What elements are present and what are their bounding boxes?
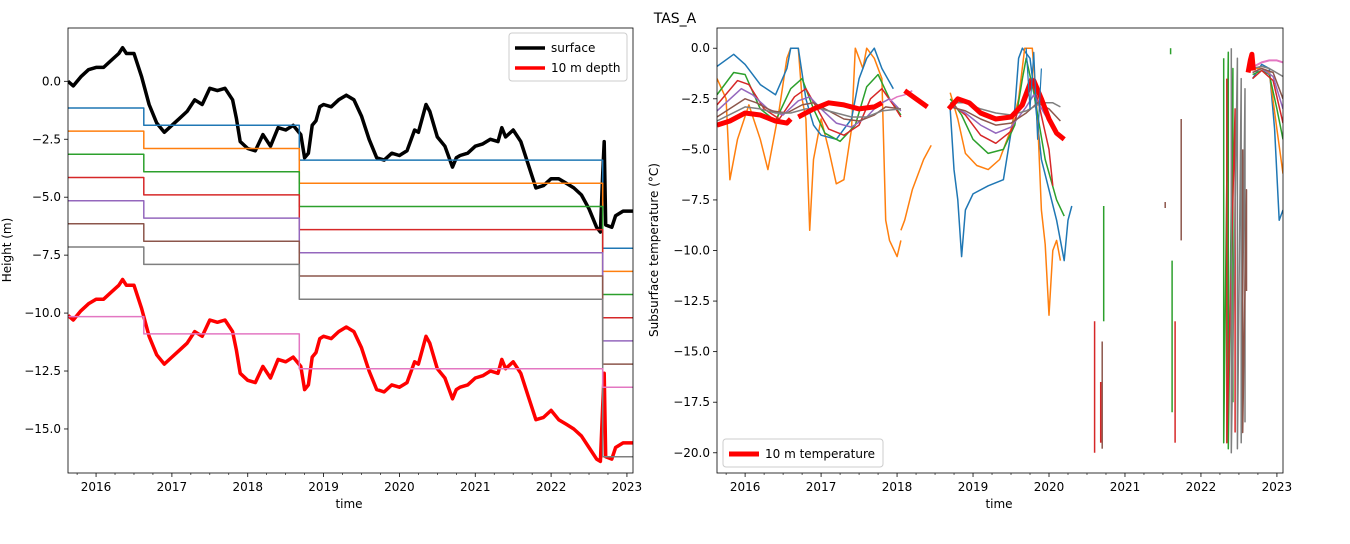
temp-series-line-41 — [1252, 65, 1283, 78]
height-xtick-label-1: 2017 — [157, 480, 188, 494]
temp-series-line-39 — [1252, 67, 1283, 100]
height-series-line-0 — [68, 45, 633, 234]
height-ytick-label-6: −15.0 — [24, 422, 61, 436]
height-series-line-9 — [68, 315, 633, 388]
temp-series-line-15 — [949, 77, 1054, 186]
temp-ytick-label-8: −20.0 — [673, 446, 710, 460]
height-ytick-label-2: −5.0 — [32, 190, 61, 204]
height-ytick-label-5: −12.5 — [24, 364, 61, 378]
temp-series-line-0 — [717, 47, 902, 258]
temp-series-line-8 — [717, 110, 793, 128]
height-axes-frame — [67, 27, 634, 474]
temp-series-line-33 — [1241, 149, 1248, 434]
temp-series-line-14 — [949, 57, 1065, 217]
height-xtick-label-0: 2016 — [81, 480, 112, 494]
height-series-line-1 — [68, 277, 633, 464]
temp-series-line-20 — [1025, 48, 1042, 140]
height-series-line-4 — [68, 153, 633, 296]
temp-series-line-42 — [1245, 51, 1256, 73]
temp-series-line-10 — [903, 88, 929, 109]
temp-ytick-label-6: −15.0 — [673, 345, 710, 359]
height-ytick-label-3: −7.5 — [32, 248, 61, 262]
temp-series-line-9 — [797, 100, 884, 120]
temp-series-line-35 — [1252, 67, 1283, 174]
temp-series-line-12 — [949, 47, 1073, 262]
height-series-line-6 — [68, 199, 633, 342]
temperature-chart-ylabel: Subsurface temperature (°C) — [647, 163, 661, 337]
temp-series-line-11 — [900, 144, 932, 231]
temp-xtick-label-2: 2018 — [882, 480, 913, 494]
temperature-chart-xlabel: time — [985, 497, 1012, 511]
height-xtick-label-3: 2019 — [308, 480, 339, 494]
temp-series-line-16 — [949, 94, 1058, 134]
temp-xtick-label-1: 2017 — [806, 480, 837, 494]
height-series-group — [68, 45, 633, 464]
height-series-line-8 — [68, 246, 633, 458]
temp-series-line-30 — [1222, 51, 1234, 450]
temp-series-line-37 — [1252, 69, 1283, 124]
height-ytick-label-1: −2.5 — [32, 132, 61, 146]
temp-legend-box — [722, 438, 884, 468]
height-xtick-label-4: 2020 — [384, 480, 415, 494]
temp-xtick-label-0: 2016 — [730, 480, 761, 494]
temp-xtick-label-5: 2021 — [1110, 480, 1141, 494]
temperature-chart: 2016 2017 2018 2019 2020 2021 2022 2023 0.0 −2.5 −… — [673, 27, 1293, 494]
height-xtick-label-7: 2023 — [612, 480, 643, 494]
height-ytick-label-4: −10.0 — [24, 306, 61, 320]
temp-series-line-32 — [1230, 48, 1246, 454]
temp-ytick-label-0: 0.0 — [691, 41, 710, 55]
height-xtick-label-6: 2022 — [536, 480, 567, 494]
temp-xtick-label-6: 2022 — [1186, 480, 1217, 494]
height-legend-label-0: surface — [551, 41, 595, 55]
height-legend-label-1: 10 m depth — [551, 61, 621, 75]
temp-series-line-1 — [717, 47, 894, 141]
height-series-line-3 — [68, 130, 633, 273]
temp-series-line-40 — [1253, 59, 1283, 68]
height-xtick-label-2: 2018 — [232, 480, 263, 494]
height-chart-ylabel: Height (m) — [0, 218, 14, 283]
height-chart: 2016 2017 2018 2019 2020 2021 2022 2023 0.0 −2.5 −… — [24, 27, 643, 494]
temp-series-group — [717, 47, 1283, 454]
temp-xtick-label-4: 2020 — [1034, 480, 1065, 494]
temp-ytick-label-3: −7.5 — [681, 193, 710, 207]
height-ytick-label-0: 0.0 — [42, 74, 61, 88]
height-series-line-5 — [68, 176, 633, 319]
temp-ytick-label-2: −5.0 — [681, 142, 710, 156]
temp-series-line-5 — [717, 98, 901, 122]
temp-legend-label-0: 10 m temperature — [765, 447, 875, 461]
height-chart-xlabel: time — [335, 497, 362, 511]
temp-xtick-label-3: 2019 — [958, 480, 989, 494]
figure-suptitle: TAS_A — [653, 11, 697, 27]
temp-xtick-label-7: 2023 — [1262, 480, 1293, 494]
temp-series-line-19 — [946, 78, 1066, 142]
temp-ytick-label-7: −17.5 — [673, 395, 710, 409]
temp-ytick-label-5: −12.5 — [673, 294, 710, 308]
temp-ytick-label-4: −10.0 — [673, 244, 710, 258]
height-xtick-label-5: 2021 — [460, 480, 491, 494]
temp-ytick-label-1: −2.5 — [681, 92, 710, 106]
temp-series-line-13 — [949, 47, 1062, 316]
height-series-line-2 — [68, 107, 633, 249]
